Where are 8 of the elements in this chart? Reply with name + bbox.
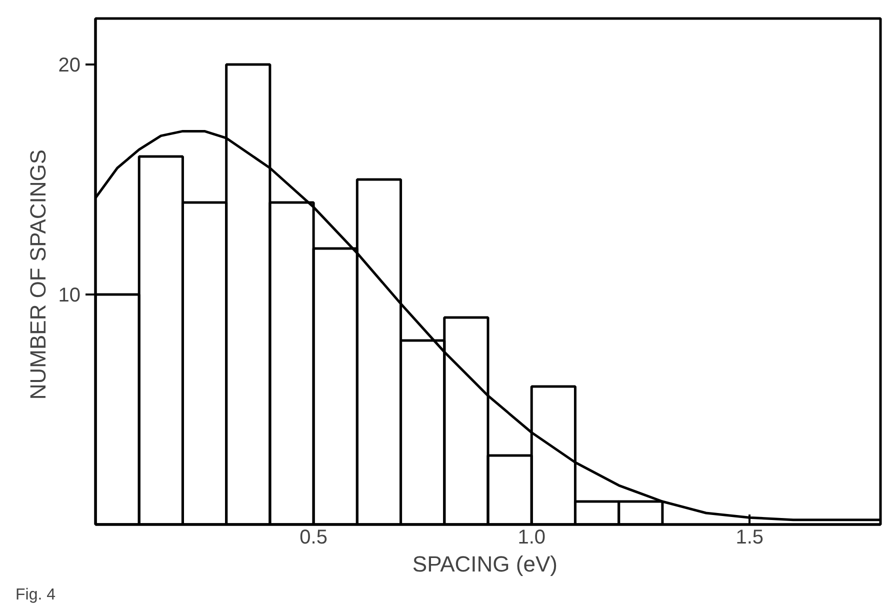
y-axis-title: NUMBER OF SPACINGS xyxy=(25,149,50,400)
x-axis-title: SPACING (eV) xyxy=(412,552,558,576)
caption: Fig. 4 xyxy=(16,586,56,604)
x-tick-label: 0.5 xyxy=(300,526,328,548)
x-tick-label: 1.0 xyxy=(518,526,546,548)
y-tick-label: 10 xyxy=(58,284,81,306)
y-tick-label: 20 xyxy=(58,54,81,76)
x-tick-label: 1.5 xyxy=(736,526,764,548)
